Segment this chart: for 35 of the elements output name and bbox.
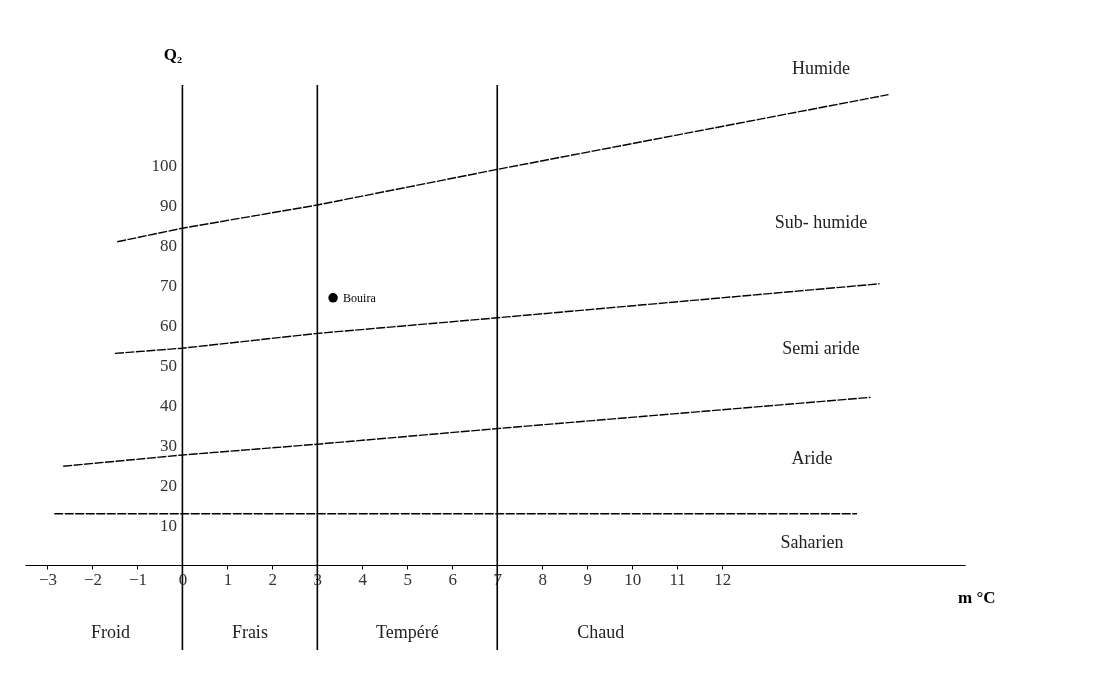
x-tick-label: 4 <box>358 569 368 589</box>
x-tick-label: 5 <box>403 569 413 589</box>
x-axis-title: m °C <box>958 587 996 607</box>
text: Tempéré <box>375 622 439 642</box>
annotation: Aride <box>791 448 833 468</box>
annotation: Saharien <box>780 532 844 552</box>
x-tick-label: 11 <box>669 569 686 589</box>
x-tick-label: −1 <box>128 569 147 589</box>
y-tick-label: 20 <box>159 475 177 495</box>
y-tick-label: 50 <box>159 355 177 375</box>
x-tick-label: −2 <box>83 569 103 589</box>
x-tick-label: 9 <box>583 569 592 589</box>
y-tick-label: 10 <box>159 515 177 535</box>
annotation: Sub- humide <box>774 212 868 233</box>
annotation: Semi aride <box>782 338 860 358</box>
series-label: Bouira <box>343 290 377 305</box>
y-tick-label: 30 <box>159 435 177 455</box>
text: Froid <box>90 622 130 642</box>
y-tick-label: 80 <box>159 235 177 255</box>
text: Humide <box>792 58 851 78</box>
y-tick-label: 100 <box>151 155 177 175</box>
x-tick-label: 8 <box>538 569 547 589</box>
text: Frais <box>231 622 268 642</box>
y-tick-label: 70 <box>159 275 177 295</box>
x-tick-label: 10 <box>624 569 642 589</box>
x-tick-label: 12 <box>714 569 732 589</box>
text: Chaud <box>577 622 625 642</box>
y-axis-title: Q₂ <box>163 44 183 64</box>
x-tick-label: 1 <box>223 569 233 589</box>
y-tick-label: 60 <box>159 315 177 335</box>
x-tick-label: −3 <box>38 569 58 589</box>
x-tick-label: 6 <box>448 569 458 589</box>
y-tick-label: 40 <box>159 395 177 415</box>
y-tick-label: 90 <box>159 195 177 215</box>
x-tick-label: 2 <box>268 569 278 589</box>
